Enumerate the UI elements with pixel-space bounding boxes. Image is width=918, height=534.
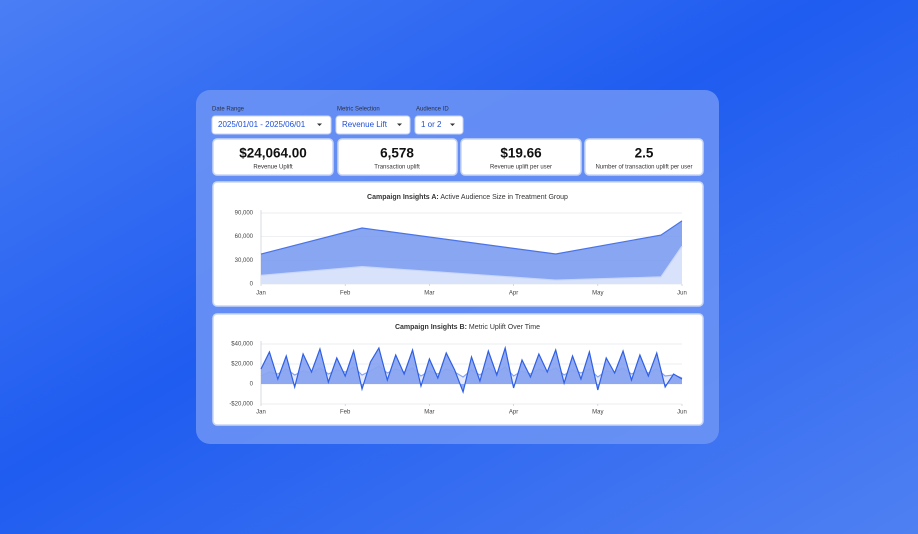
dropdown-value[interactable]: Revenue Lift xyxy=(342,120,388,129)
dropdown-box[interactable] xyxy=(335,115,411,135)
area xyxy=(261,246,682,284)
y-tick-label: -$20,000 xyxy=(229,402,253,408)
filter-label: Audience ID xyxy=(416,107,449,113)
x-tick-label: May xyxy=(592,410,603,416)
dropdown-value[interactable]: 1 or 2 xyxy=(421,120,442,129)
filter-label: Metric Selection xyxy=(337,107,380,113)
x-tick-label: Jan xyxy=(256,410,266,416)
kpi-label: Revenue Uplift xyxy=(253,165,293,171)
chart-title: Campaign Insights A: Active Audience Siz… xyxy=(367,194,568,201)
kpi-value: 6,578 xyxy=(380,146,414,161)
dropdown[interactable]: Revenue Lift xyxy=(335,115,411,135)
kpi-value: 2.5 xyxy=(635,146,654,161)
chart-title-text: Metric Uplift Over Time xyxy=(469,324,540,331)
kpi-card xyxy=(460,138,582,176)
x-tick-label: Apr xyxy=(509,410,518,416)
kpi-label: Transaction uplift xyxy=(374,165,420,171)
dropdown-box[interactable] xyxy=(211,115,332,135)
kpi-label: Number of transaction uplift per user xyxy=(595,165,692,171)
dropdown-box[interactable] xyxy=(414,115,464,135)
kpi-value: $24,064.00 xyxy=(239,146,307,161)
kpi-card xyxy=(337,138,458,176)
chart-title: Campaign Insights B: Metric Uplift Over … xyxy=(395,324,540,331)
chart-title-text: Active Audience Size in Treatment Group xyxy=(440,194,568,201)
filter-label: Date Range xyxy=(212,107,245,113)
y-tick-label: 60,000 xyxy=(235,234,254,240)
x-tick-label: Jan xyxy=(256,291,266,297)
x-tick-label: May xyxy=(592,291,603,297)
x-tick-label: Feb xyxy=(340,410,351,416)
x-tick-label: Apr xyxy=(509,291,518,297)
x-tick-label: Jun xyxy=(677,410,687,416)
chart-card xyxy=(212,313,704,426)
kpi-label: Revenue uplift per user xyxy=(490,165,552,171)
kpi-card xyxy=(212,138,334,176)
line xyxy=(260,345,683,395)
dropdown-arrow[interactable] xyxy=(450,123,455,127)
kpi-value: $19.66 xyxy=(500,146,542,161)
y-tick-label: 90,000 xyxy=(235,211,254,217)
x-tick-label: Feb xyxy=(340,291,351,297)
y-tick-label: 30,000 xyxy=(235,258,254,264)
y-tick-label: $20,000 xyxy=(231,362,253,368)
x-tick-label: Mar xyxy=(424,410,434,416)
dropdown-arrow[interactable] xyxy=(397,123,402,127)
dropdown[interactable]: 1 or 2 xyxy=(414,115,464,135)
kpi-card xyxy=(584,138,704,176)
dropdown-value[interactable]: 2025/01/01 - 2025/06/01 xyxy=(218,120,306,129)
y-tick-label: $40,000 xyxy=(231,342,253,348)
dropdown[interactable]: 2025/01/01 - 2025/06/01 xyxy=(211,115,332,135)
line xyxy=(260,220,683,255)
chart-title-prefix: Campaign Insights A: xyxy=(367,194,439,201)
dropdown-arrow[interactable] xyxy=(317,123,322,127)
line xyxy=(260,245,683,281)
y-tick-label: 0 xyxy=(250,282,254,288)
x-tick-label: Mar xyxy=(424,291,434,297)
x-tick-label: Jun xyxy=(677,291,687,297)
chart-title-prefix: Campaign Insights B: xyxy=(395,324,467,331)
y-tick-label: 0 xyxy=(250,382,254,388)
